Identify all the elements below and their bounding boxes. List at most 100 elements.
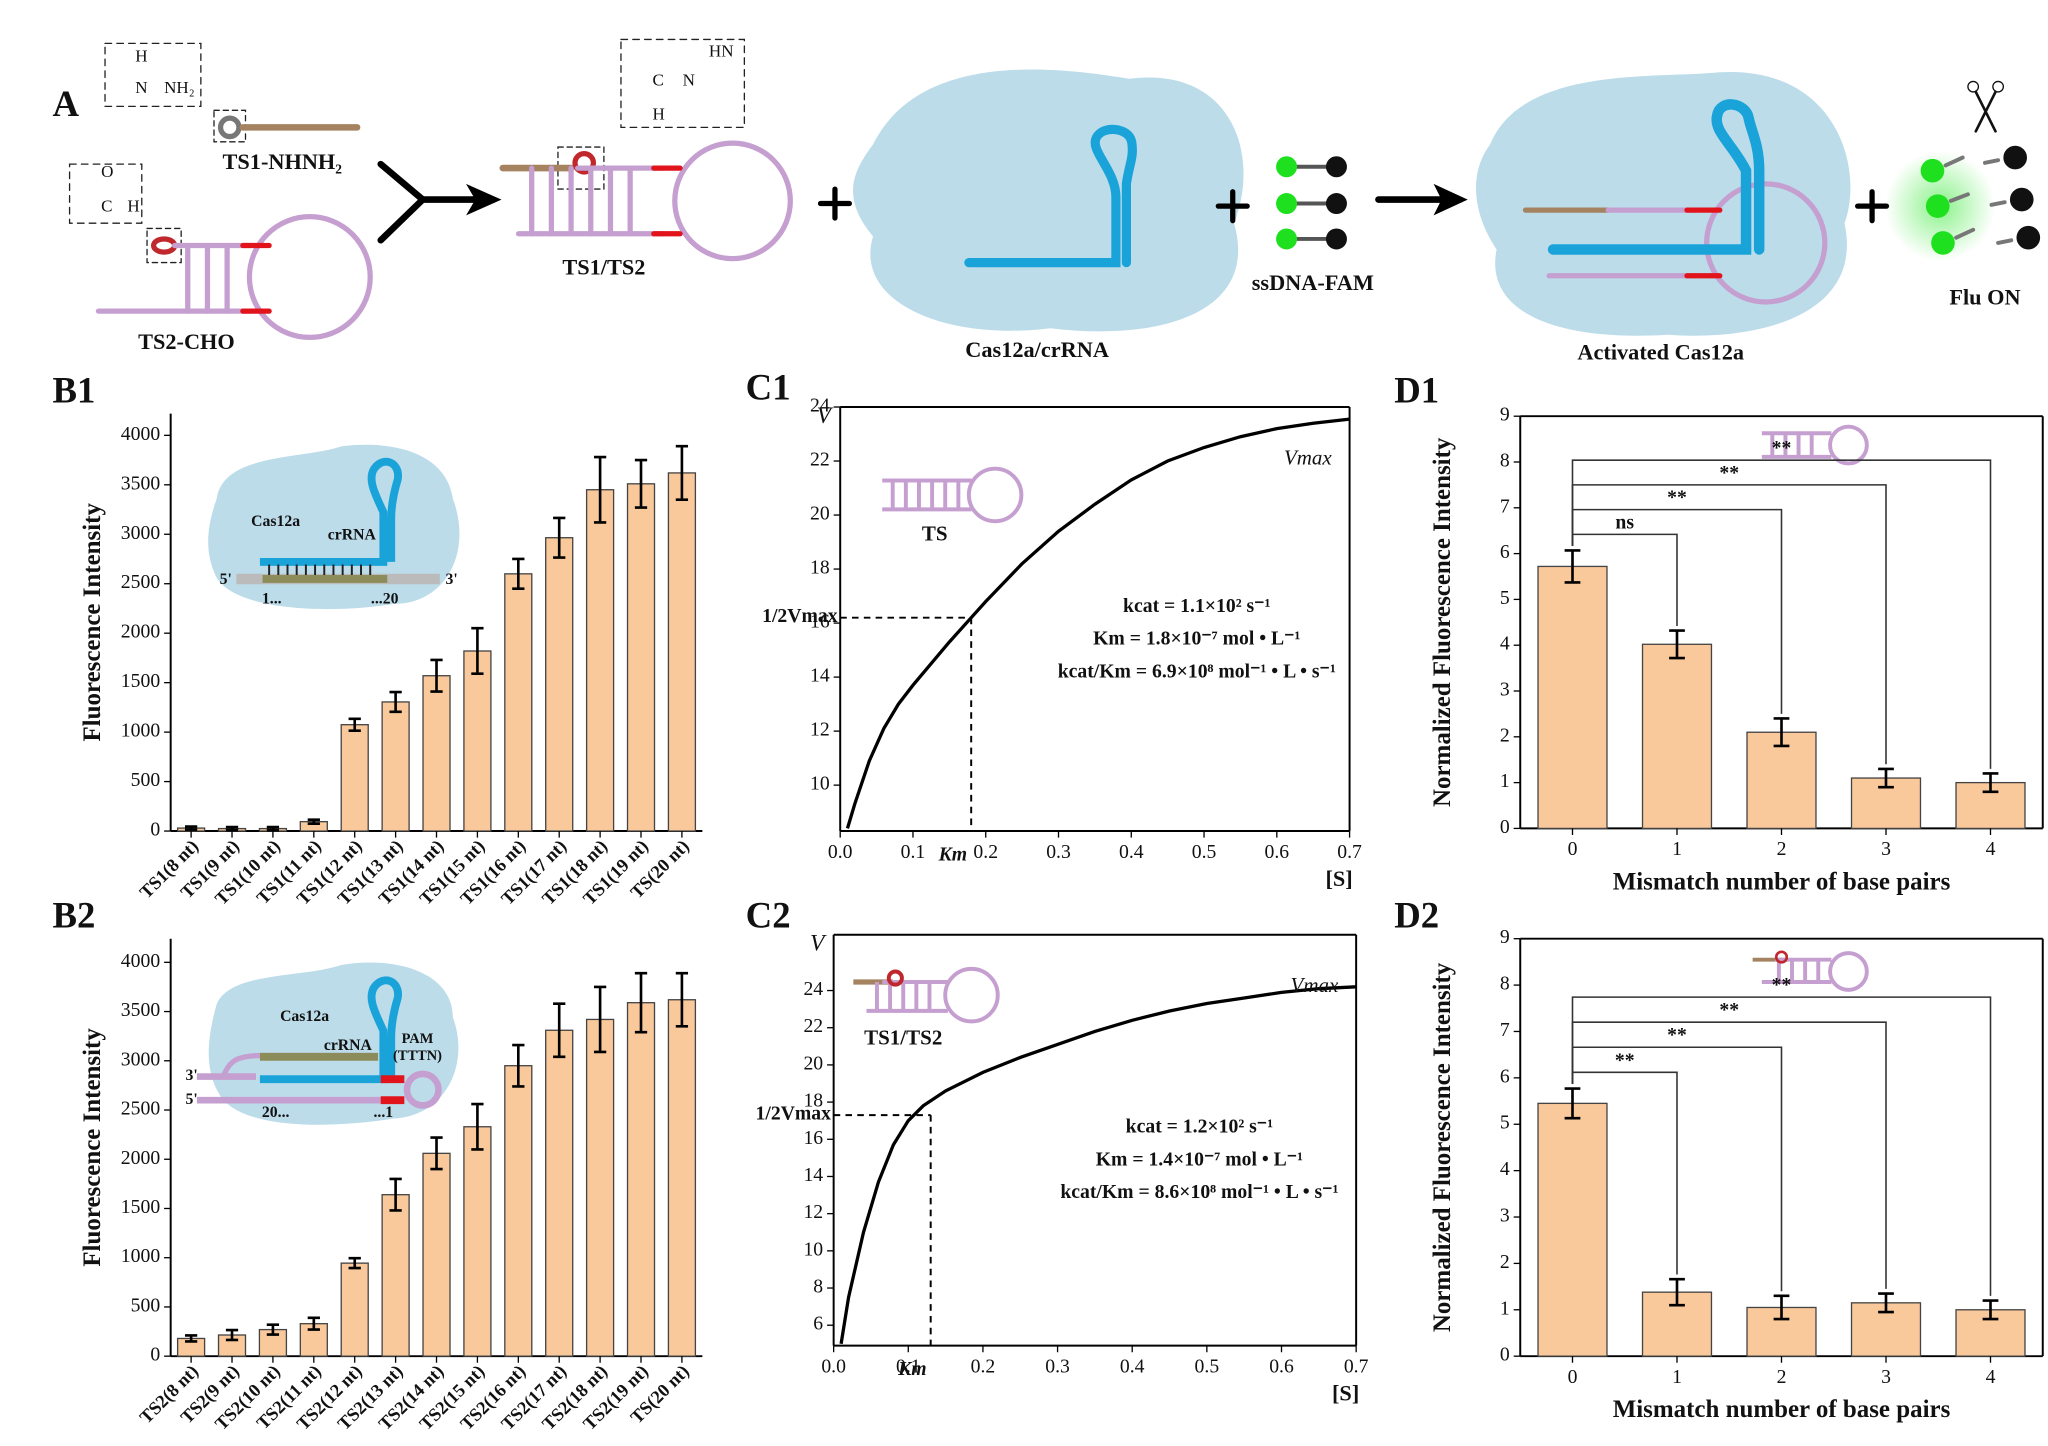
y-tick-label: 3 [1500,1205,1510,1227]
x-tick-label: 1 [1672,1366,1682,1388]
significance-label: ** [1719,462,1739,484]
bar [381,1194,410,1357]
significance-label: ** [1667,487,1687,509]
error-bar [389,690,402,714]
y-tick-label: 3000 [121,522,161,544]
x-tick-label: 0.1 [896,1356,921,1378]
schematic: A H N NH₂ TS1-NHNH₂ O C H TS2-CHO HN C N… [53,38,2041,365]
bar [422,675,451,832]
error-bar [553,1002,566,1059]
x-axis-title: Mismatch number of base pairs [1613,1396,1951,1423]
inset-label: TS1/TS2 [864,1026,942,1050]
bar [381,701,410,832]
x-tick-label: 0.7 [1337,841,1362,863]
complex-label: Cas12a/crRNA [965,337,1109,362]
half-vmax-label: 1/2Vmax [762,605,838,627]
km-label: Km [897,1358,926,1380]
y-tick-label: 22 [810,449,830,471]
y-tick-label: 7 [1500,495,1510,517]
y-tick-label: 4000 [121,423,161,445]
bar [1537,1102,1608,1357]
y-tick-label: 22 [803,1015,823,1037]
panel-label: B2 [53,894,96,935]
x-tick-label: 0.4 [1120,1356,1145,1378]
error-bar [266,825,280,832]
chem-label: C [652,70,663,89]
error-bar [675,971,689,1028]
error-bar [184,1334,198,1343]
x-tick-label: 0 [1568,838,1578,860]
chem-label: H [127,196,139,215]
y-tick-label: 10 [810,773,830,795]
bar [504,573,533,832]
error-bar [430,1136,443,1171]
x-tick-label: 0.1 [901,841,926,863]
inset-label: crRNA [324,1037,373,1054]
error-bar [348,717,361,732]
y-tick-label: 9 [1500,404,1510,426]
y-tick-label: 5 [1500,1112,1510,1134]
x-tick-label: 1 [1672,838,1682,860]
x-tick-label: 2 [1777,838,1787,860]
y-tick-label: 2000 [121,621,161,643]
y-tick-label: 24 [803,978,823,1000]
bar [340,724,369,832]
error-bar [593,455,607,524]
y-tick-label: 14 [810,665,830,687]
inset-label: 3' [445,571,457,588]
significance-label: ** [1667,1024,1687,1046]
bar [504,1065,533,1357]
error-bar [1669,629,1685,660]
error-bar [1773,1294,1790,1321]
x-tick-label: 0 [1568,1366,1578,1388]
y-tick-label: 18 [810,557,830,579]
x-tick-label: 0.3 [1046,841,1071,863]
x-tick-label: 0.5 [1192,841,1217,863]
y-tick-label: 14 [803,1164,823,1186]
y-tick-label: 500 [131,769,161,791]
chem-label: HN [709,41,734,60]
error-bar [634,971,648,1034]
strand-label: TS1-NHNH₂ [223,149,343,174]
hairpin [515,140,793,262]
arrow-head [1433,183,1468,216]
error-bar [184,825,198,831]
y-axis-title: Fluorescence Intensity [79,503,106,742]
panel-label: C1 [746,367,791,408]
crrna [1547,99,1765,255]
x-tick-label: 3 [1881,838,1891,860]
y-tick-label: 1500 [121,1196,161,1218]
x-tick-label: 0.2 [971,1356,996,1378]
signal-label: Flu ON [1949,284,2020,309]
panel-label: C2 [746,894,791,935]
x-tick-label: 0.0 [821,1356,846,1378]
panel-label: B1 [53,369,96,410]
y-tick-label: 5 [1500,587,1510,609]
inset-c2: TS1/TS2 [853,966,1000,1050]
bar [626,483,656,832]
y-tick-label: 16 [803,1127,823,1149]
y-tick-label: 1000 [121,1245,161,1267]
inset-label: Cas12a [280,1008,329,1025]
inset-label: (TTTN) [393,1048,442,1064]
kinetic-parameter: kcat/Km = 6.9×10⁸ mol⁻¹ • L • s⁻¹ [1058,661,1336,683]
y-tick-label: 12 [803,1201,823,1223]
cas12a [853,69,1244,332]
significance-label: ** [1615,1049,1635,1071]
error-bar [1878,767,1894,789]
y-tick-label: 6 [1500,1065,1510,1087]
y-tick-label: 0 [150,1344,160,1366]
error-bar [389,1177,402,1212]
error-bar [225,1328,239,1342]
x-tick-label: 0.4 [1119,841,1144,863]
error-bar [266,1323,280,1336]
bar [585,1018,615,1357]
error-bar [512,557,525,590]
chem-label: NH₂ [164,78,195,97]
y-tick-label: 9 [1500,926,1510,948]
inset-label: 5' [186,1091,198,1108]
y-tick-label: 0 [1500,816,1510,838]
bar [545,1029,574,1357]
bar [463,650,492,832]
